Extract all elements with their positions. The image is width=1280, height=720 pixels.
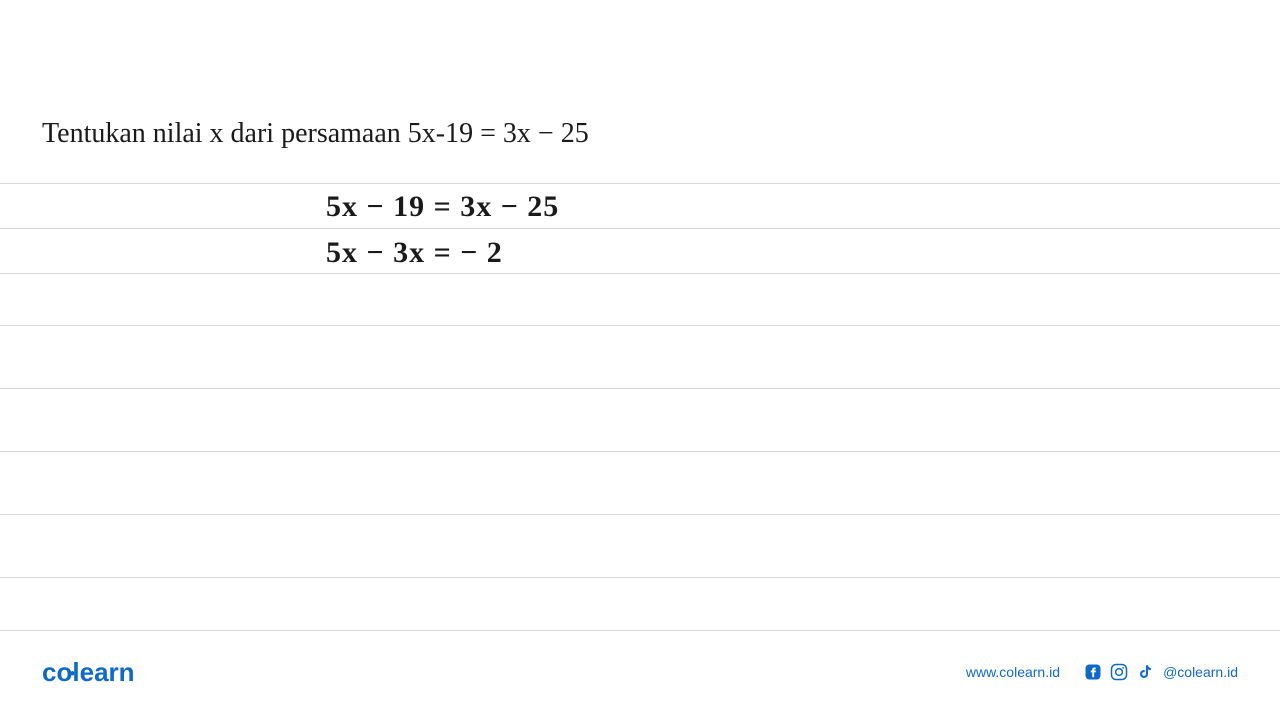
lined-paper-background — [0, 180, 1280, 630]
instagram-icon — [1109, 662, 1129, 682]
handwritten-equation-line-2: 5x − 3x = − 2 — [326, 236, 503, 270]
website-url: www.colearn.id — [966, 664, 1060, 680]
paper-rule-line — [0, 273, 1280, 274]
logo-text-learn: learn — [72, 657, 134, 687]
social-links: @colearn.id — [1083, 662, 1238, 682]
question-text: Tentukan nilai x dari persamaan 5x-19 = … — [42, 118, 589, 150]
paper-rule-line — [0, 451, 1280, 452]
paper-rule-line — [0, 183, 1280, 184]
paper-rule-line — [0, 630, 1280, 631]
paper-rule-line — [0, 388, 1280, 389]
paper-rule-line — [0, 228, 1280, 229]
footer: co●learn www.colearn.id @colearn.id — [0, 652, 1280, 692]
paper-rule-line — [0, 325, 1280, 326]
tiktok-icon — [1135, 662, 1155, 682]
colearn-logo: co●learn — [42, 657, 135, 688]
paper-rule-line — [0, 514, 1280, 515]
paper-rule-line — [0, 577, 1280, 578]
handwritten-equation-line-1: 5x − 19 = 3x − 25 — [326, 190, 559, 224]
social-handle: @colearn.id — [1163, 664, 1238, 680]
facebook-icon — [1083, 662, 1103, 682]
logo-text-co: co — [42, 657, 72, 687]
